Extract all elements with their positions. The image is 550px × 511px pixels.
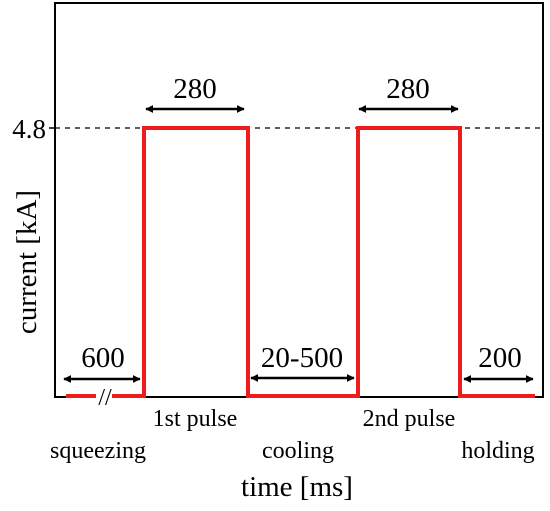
y-tick-label: 4.8 xyxy=(12,114,46,144)
axis-break-gap xyxy=(96,389,112,403)
phase-label-cooling: cooling xyxy=(262,438,334,464)
duration-label-squeezing: 600 xyxy=(81,342,125,374)
duration-label-cooling: 20-500 xyxy=(261,342,343,374)
duration-label-2nd-pulse: 280 xyxy=(386,73,430,105)
plot-frame xyxy=(54,2,544,398)
series-line-current xyxy=(66,126,535,398)
duration-label-1st-pulse: 280 xyxy=(173,73,217,105)
duration-label-holding: 200 xyxy=(478,342,522,374)
phase-label-2nd-pulse: 2nd pulse xyxy=(363,406,456,432)
axis-break-mark: // xyxy=(98,385,112,411)
x-axis-label: time [ms] xyxy=(241,471,353,503)
phase-label-squeezing: squeezing xyxy=(50,438,146,464)
phase-label-1st-pulse: 1st pulse xyxy=(153,406,238,432)
y-axis-label: current [kA] xyxy=(11,190,43,334)
phase-label-holding: holding xyxy=(461,438,534,464)
